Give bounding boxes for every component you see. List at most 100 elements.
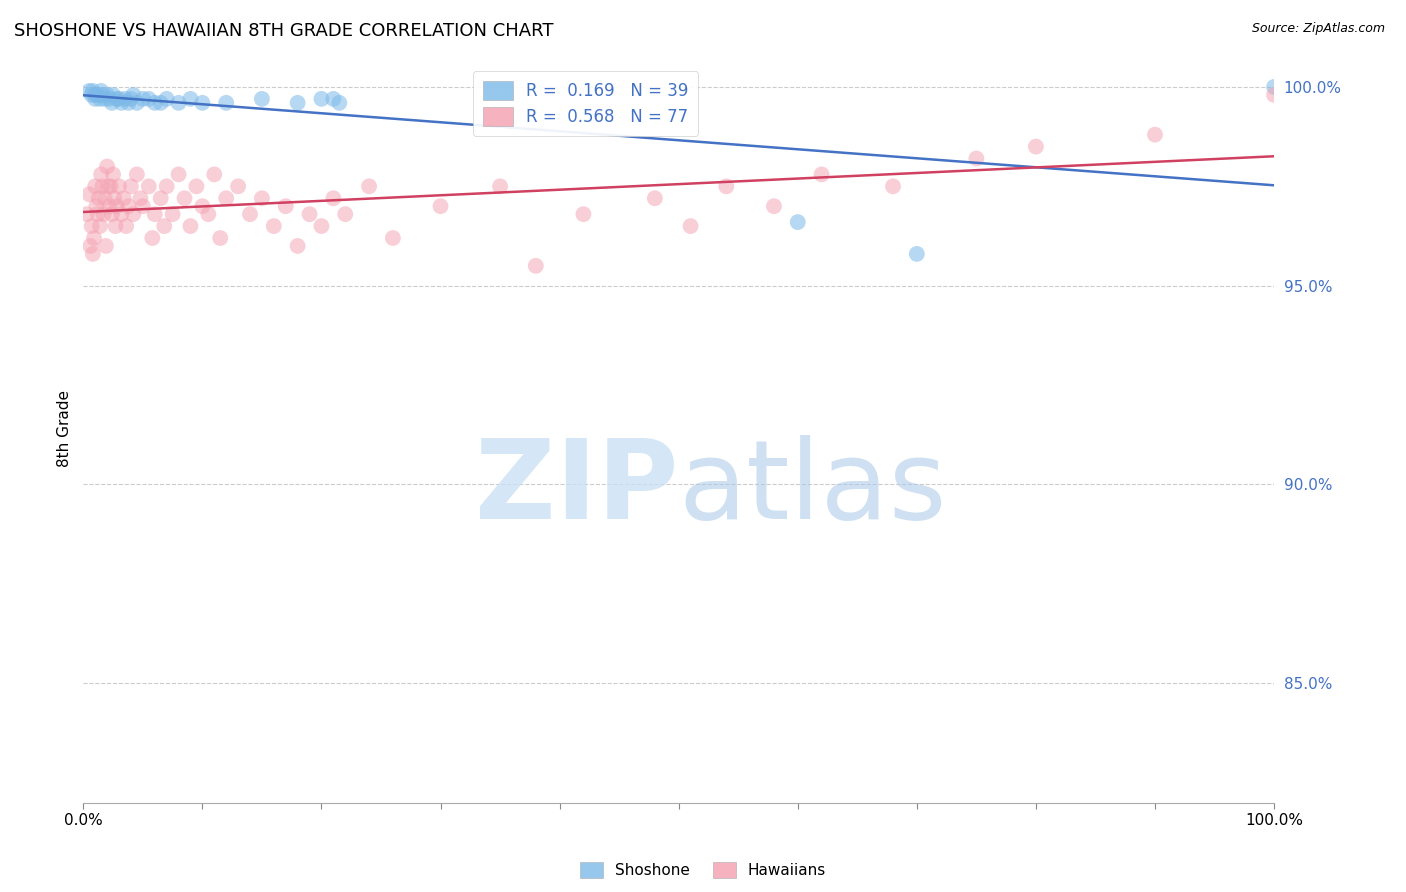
Point (328, 95, 350, 110)
Point (1263, 79, 1285, 94)
Point (141, 231, 163, 245)
Point (91, 87, 114, 102)
Point (162, 207, 184, 221)
Point (1025, 139, 1047, 153)
Point (104, 219, 127, 233)
Point (191, 199, 214, 213)
Point (524, 259, 547, 273)
Point (287, 239, 309, 253)
Point (156, 92, 179, 106)
Point (86, 207, 108, 221)
Point (93, 191, 115, 205)
Point (105, 199, 128, 213)
Legend: R =  0.169   N = 39, R =  0.568   N = 77: R = 0.169 N = 39, R = 0.568 N = 77 (472, 71, 699, 136)
Point (89, 92, 111, 106)
Point (132, 92, 155, 106)
Point (1263, 87, 1285, 102)
Point (101, 87, 124, 102)
Point (298, 207, 321, 221)
Point (905, 247, 928, 261)
Point (87, 191, 110, 205)
Point (202, 168, 225, 182)
Point (96, 87, 118, 102)
Point (96, 160, 118, 174)
Point (98, 199, 121, 213)
Point (215, 95, 238, 110)
Point (429, 199, 451, 213)
Point (120, 179, 142, 194)
Point (101, 95, 124, 110)
Point (90, 168, 112, 182)
Point (94, 239, 117, 253)
Point (572, 207, 595, 221)
Point (153, 219, 176, 233)
Point (786, 215, 808, 229)
Point (132, 199, 155, 213)
Point (108, 92, 131, 106)
Point (173, 191, 195, 205)
Point (84, 87, 107, 102)
Point (108, 179, 131, 194)
Point (250, 191, 273, 205)
Y-axis label: 8th Grade: 8th Grade (58, 391, 72, 467)
Point (86, 199, 108, 213)
Point (143, 95, 166, 110)
Point (209, 231, 232, 245)
Point (114, 92, 136, 106)
Point (103, 191, 125, 205)
Point (101, 207, 124, 221)
Point (93, 92, 115, 106)
Point (197, 207, 219, 221)
Point (239, 207, 262, 221)
Point (122, 207, 145, 221)
Point (129, 191, 152, 205)
Point (186, 179, 208, 194)
Point (167, 168, 190, 182)
Point (117, 199, 139, 213)
Point (322, 92, 344, 106)
Point (120, 92, 142, 106)
Point (110, 207, 132, 221)
Point (226, 179, 249, 194)
Point (82, 247, 104, 261)
Point (679, 219, 702, 233)
Point (86, 87, 108, 102)
Text: atlas: atlas (679, 435, 948, 542)
Point (84, 179, 107, 194)
Point (143, 207, 166, 221)
Point (93, 207, 115, 221)
Point (335, 207, 357, 221)
Point (1143, 128, 1166, 142)
Legend: Shoshone, Hawaiians: Shoshone, Hawaiians (574, 856, 832, 884)
Point (965, 152, 987, 166)
Point (125, 168, 148, 182)
Point (101, 168, 124, 182)
Point (82, 84, 104, 98)
Point (84, 92, 107, 106)
Point (716, 179, 738, 194)
Point (117, 95, 139, 110)
Point (287, 95, 309, 110)
Point (149, 95, 172, 110)
Point (263, 219, 285, 233)
Point (112, 191, 135, 205)
Point (179, 92, 201, 106)
Point (311, 92, 333, 106)
Point (89, 219, 111, 233)
Point (250, 92, 273, 106)
Point (179, 219, 201, 233)
Point (215, 191, 238, 205)
Point (80, 219, 103, 233)
Point (138, 92, 160, 106)
Point (98, 92, 121, 106)
Point (110, 95, 132, 110)
Point (149, 191, 172, 205)
Point (810, 168, 832, 182)
Point (156, 179, 179, 194)
Text: ZIP: ZIP (475, 435, 679, 542)
Point (167, 95, 190, 110)
Point (762, 199, 785, 213)
Point (311, 219, 333, 233)
Point (105, 92, 128, 106)
Point (125, 95, 148, 110)
